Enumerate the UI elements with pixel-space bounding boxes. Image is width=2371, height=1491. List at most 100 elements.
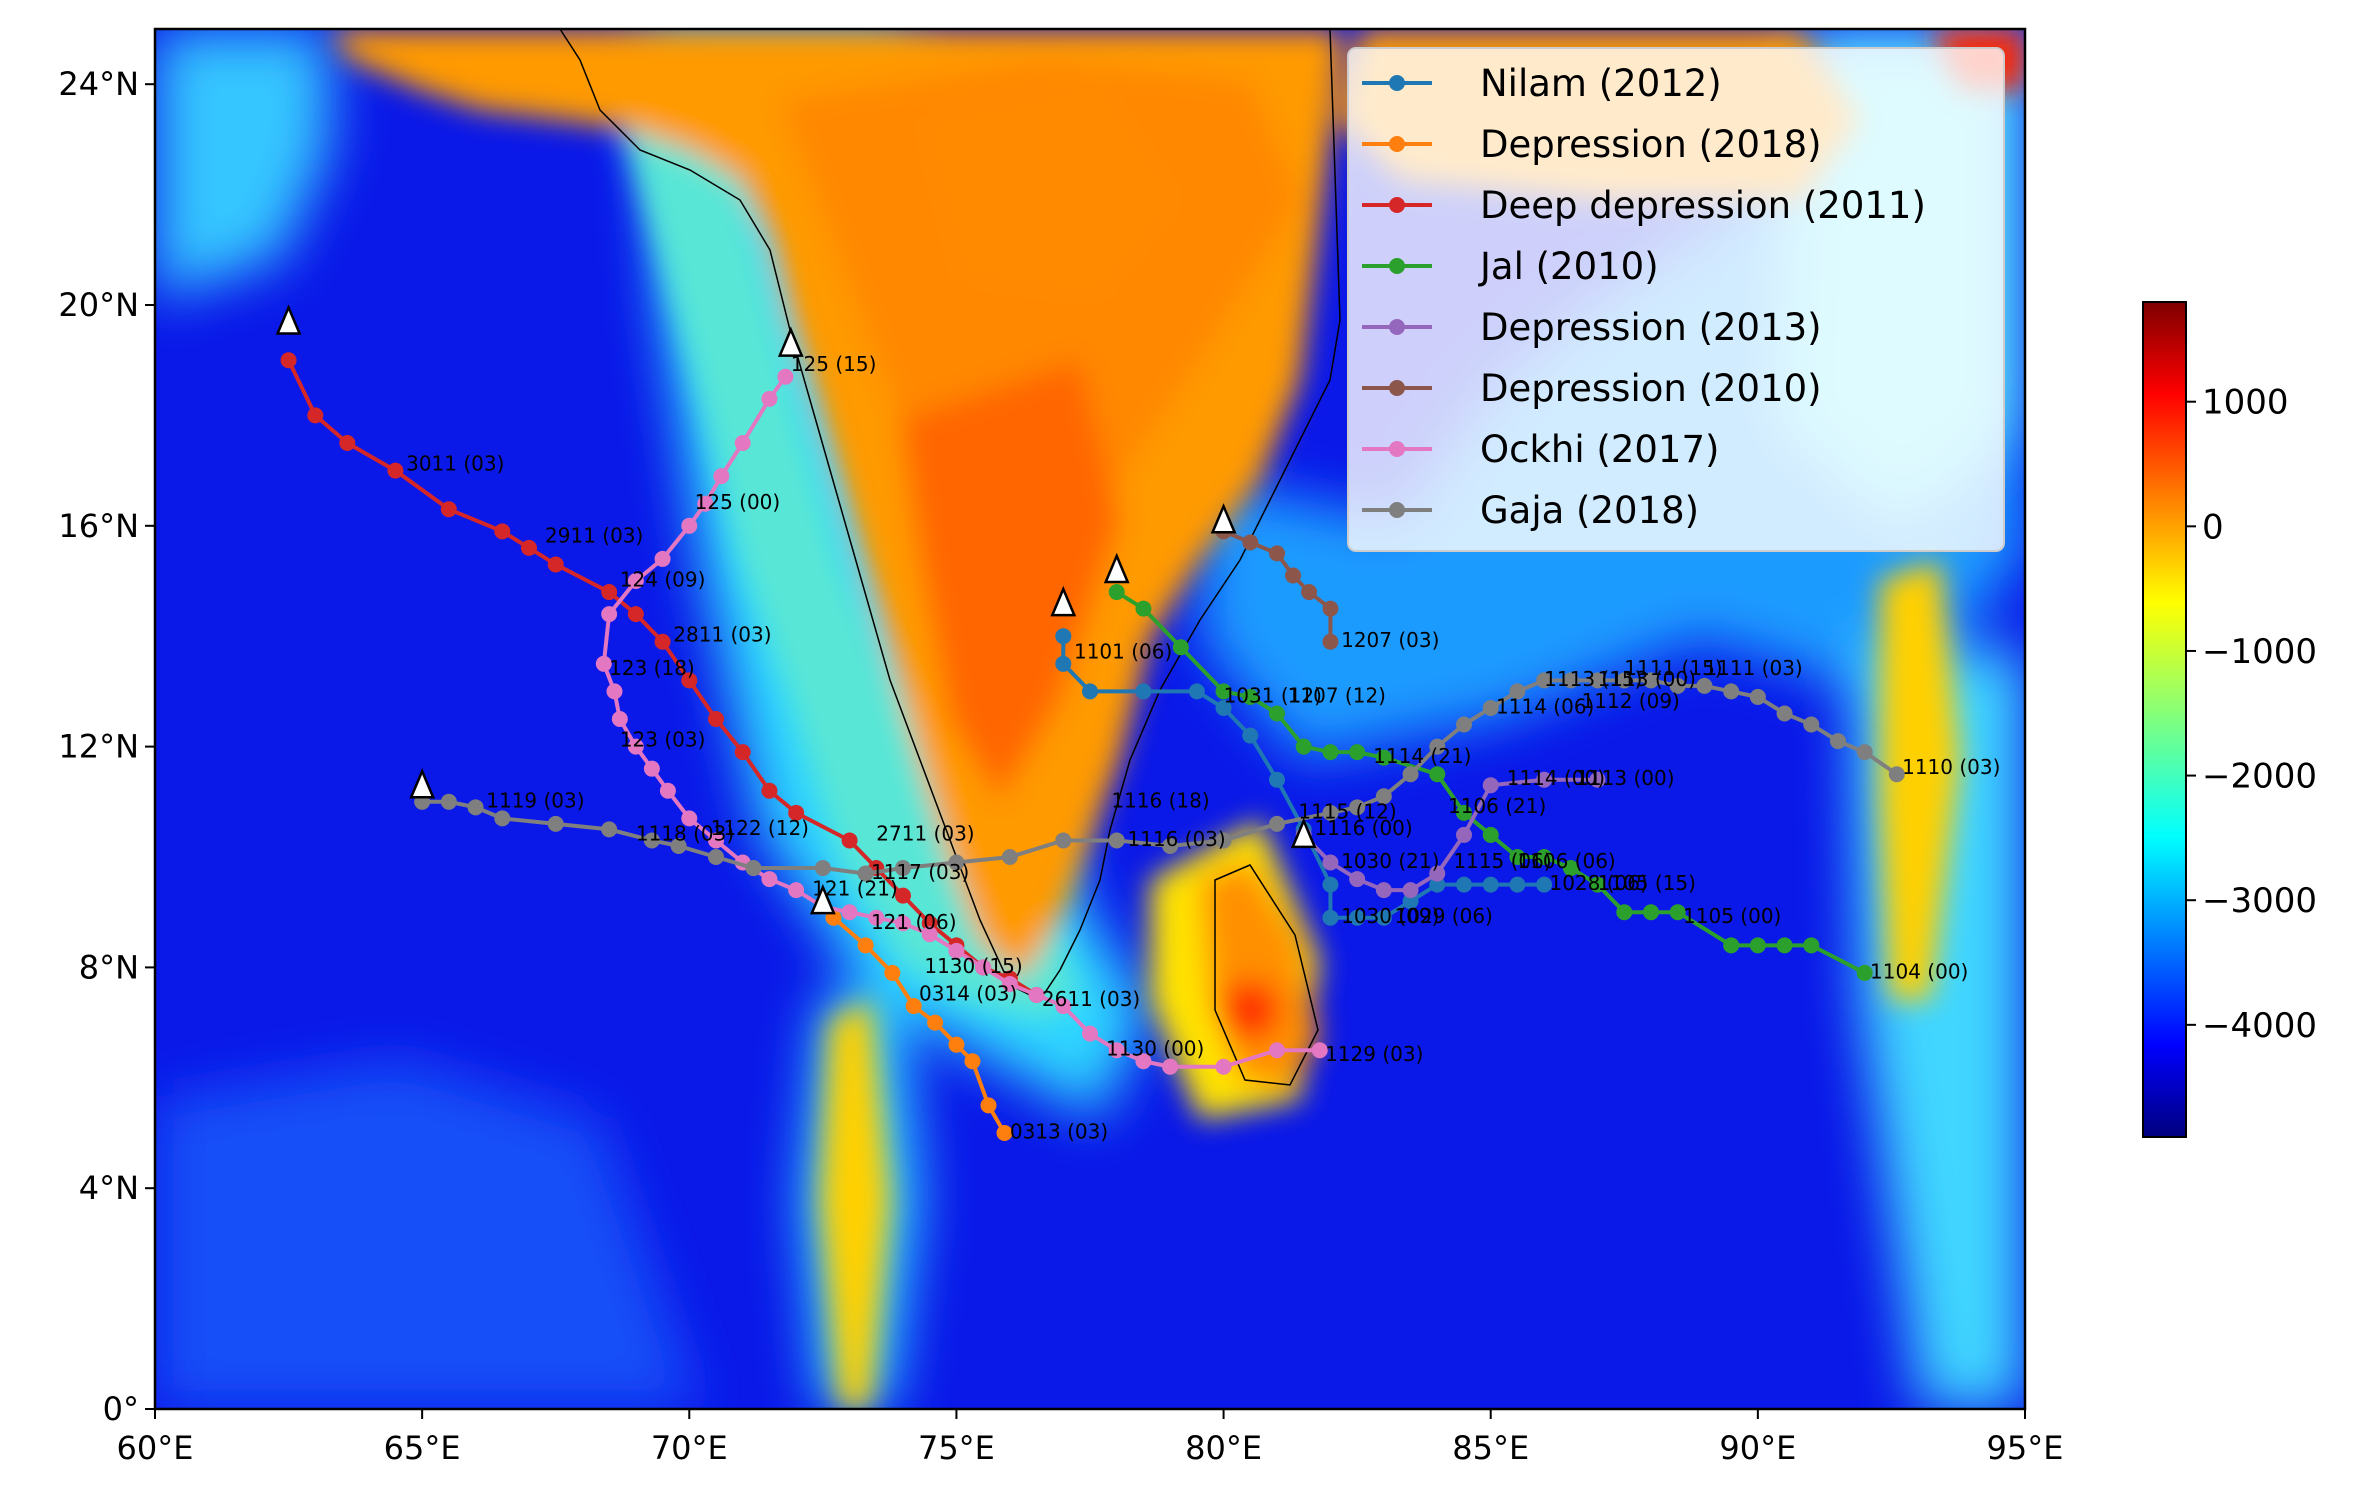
track-point-label: 1101 (06) — [1074, 639, 1172, 663]
track-point-label: 1029 (06) — [1395, 904, 1493, 928]
track-point-label: 1111 (15) — [1624, 656, 1722, 680]
track-point — [1375, 788, 1392, 805]
track-point — [1349, 744, 1366, 761]
y-tick-label: 12°N — [58, 728, 139, 766]
legend-label: Depression (2013) — [1480, 306, 1822, 349]
track-point — [1723, 937, 1740, 954]
track-point — [595, 655, 612, 672]
track-point — [905, 998, 922, 1015]
x-tick-label: 80°E — [1185, 1429, 1262, 1467]
track-point — [643, 832, 660, 849]
x-tick-label: 85°E — [1452, 1429, 1529, 1467]
track-point — [814, 860, 831, 877]
track-point-label: 1030 (09) — [1341, 904, 1439, 928]
track-point — [307, 407, 324, 424]
track-point — [980, 1097, 997, 1114]
track-point — [1616, 904, 1633, 921]
track-point-label: 121 (06) — [871, 910, 957, 934]
track-point-label: 125 (15) — [791, 352, 877, 376]
longitude-axis: 60°E 65°E 70°E 75°E 80°E 85°E 90°E 95°E — [117, 1409, 2063, 1467]
y-tick-label: 24°N — [58, 65, 139, 103]
track-point — [681, 810, 698, 827]
x-tick-label: 65°E — [384, 1429, 461, 1467]
track-point — [895, 887, 911, 904]
latitude-axis: 0° 4°N 8°N 12°N 16°N 20°N 24°N — [58, 65, 155, 1428]
track-point — [1172, 639, 1189, 656]
track-point — [1429, 876, 1446, 893]
track-point — [1509, 876, 1526, 893]
track-point-label: 1112 (09) — [1582, 689, 1680, 713]
legend-label: Nilam (2012) — [1480, 62, 1722, 105]
track-point — [841, 832, 858, 849]
track-point — [654, 550, 671, 567]
track-point — [788, 882, 805, 899]
track-point — [964, 1053, 981, 1070]
y-tick-label: 0° — [103, 1390, 139, 1428]
coastline — [559, 29, 1341, 1001]
track-point — [921, 926, 938, 943]
colorbar-tick-label: −3000 — [2202, 881, 2317, 921]
track-point — [627, 606, 644, 623]
track-point — [1456, 716, 1472, 733]
track-point — [1001, 849, 1018, 865]
legend-marker — [1389, 380, 1405, 396]
track-start-markers — [275, 304, 1317, 915]
start-triangle-marker — [1050, 585, 1077, 617]
track-point — [1643, 904, 1659, 921]
track-point — [280, 352, 297, 369]
track-point — [1402, 882, 1419, 899]
track-point — [1562, 860, 1579, 877]
start-triangle-marker — [1290, 817, 1317, 849]
track-point — [521, 539, 537, 556]
track-point — [467, 799, 484, 816]
track-point — [1055, 832, 1072, 849]
track-point — [697, 495, 714, 512]
track-point — [1536, 876, 1553, 893]
legend-marker — [1389, 441, 1405, 457]
track-point — [1482, 699, 1499, 716]
track-point — [1482, 777, 1499, 794]
track-point — [1135, 600, 1152, 617]
track-3 — [1108, 584, 1873, 981]
track-point — [895, 915, 911, 932]
x-tick-label: 70°E — [651, 1429, 728, 1467]
track-point — [1301, 584, 1318, 601]
track-point — [1269, 545, 1285, 562]
track-point — [841, 904, 858, 921]
track-point — [1322, 633, 1339, 650]
track-line — [1302, 777, 1598, 893]
track-point — [734, 744, 751, 761]
track-point — [1562, 672, 1579, 689]
track-point — [1749, 688, 1766, 705]
track-point — [708, 711, 724, 727]
track-point — [948, 942, 965, 959]
track-point — [857, 865, 874, 882]
legend-label: Deep depression (2011) — [1480, 184, 1926, 227]
legend-marker — [1389, 319, 1405, 335]
track-point — [921, 915, 938, 932]
track-point — [948, 1036, 965, 1053]
track-point — [761, 871, 778, 888]
track-point — [1402, 766, 1419, 783]
track-point — [1456, 804, 1472, 821]
colorbar-tick-label: −4000 — [2202, 1006, 2317, 1046]
track-point — [1055, 998, 1072, 1015]
track-point — [440, 501, 457, 518]
track-point — [1830, 733, 1846, 750]
track-point — [1055, 628, 1072, 645]
track-point-label: 1104 (00) — [1870, 959, 1968, 983]
track-point-label: 1130 (15) — [924, 954, 1022, 978]
track-point-label: 1106 (21) — [1448, 794, 1546, 818]
track-point-label: 1030 (21) — [1341, 849, 1439, 873]
track-point — [659, 782, 676, 799]
track-point — [708, 832, 724, 849]
track-point — [1082, 683, 1098, 700]
track-point-label: 0314 (03) — [919, 982, 1017, 1006]
track-point — [1509, 683, 1526, 700]
track-point — [975, 959, 992, 976]
track-point-label: 3011 (03) — [406, 452, 504, 476]
track-point — [1776, 705, 1793, 722]
track-point-label: 1130 (00) — [1106, 1037, 1204, 1061]
track-point-label: 1122 (12) — [711, 816, 809, 840]
track-point — [1322, 909, 1339, 926]
